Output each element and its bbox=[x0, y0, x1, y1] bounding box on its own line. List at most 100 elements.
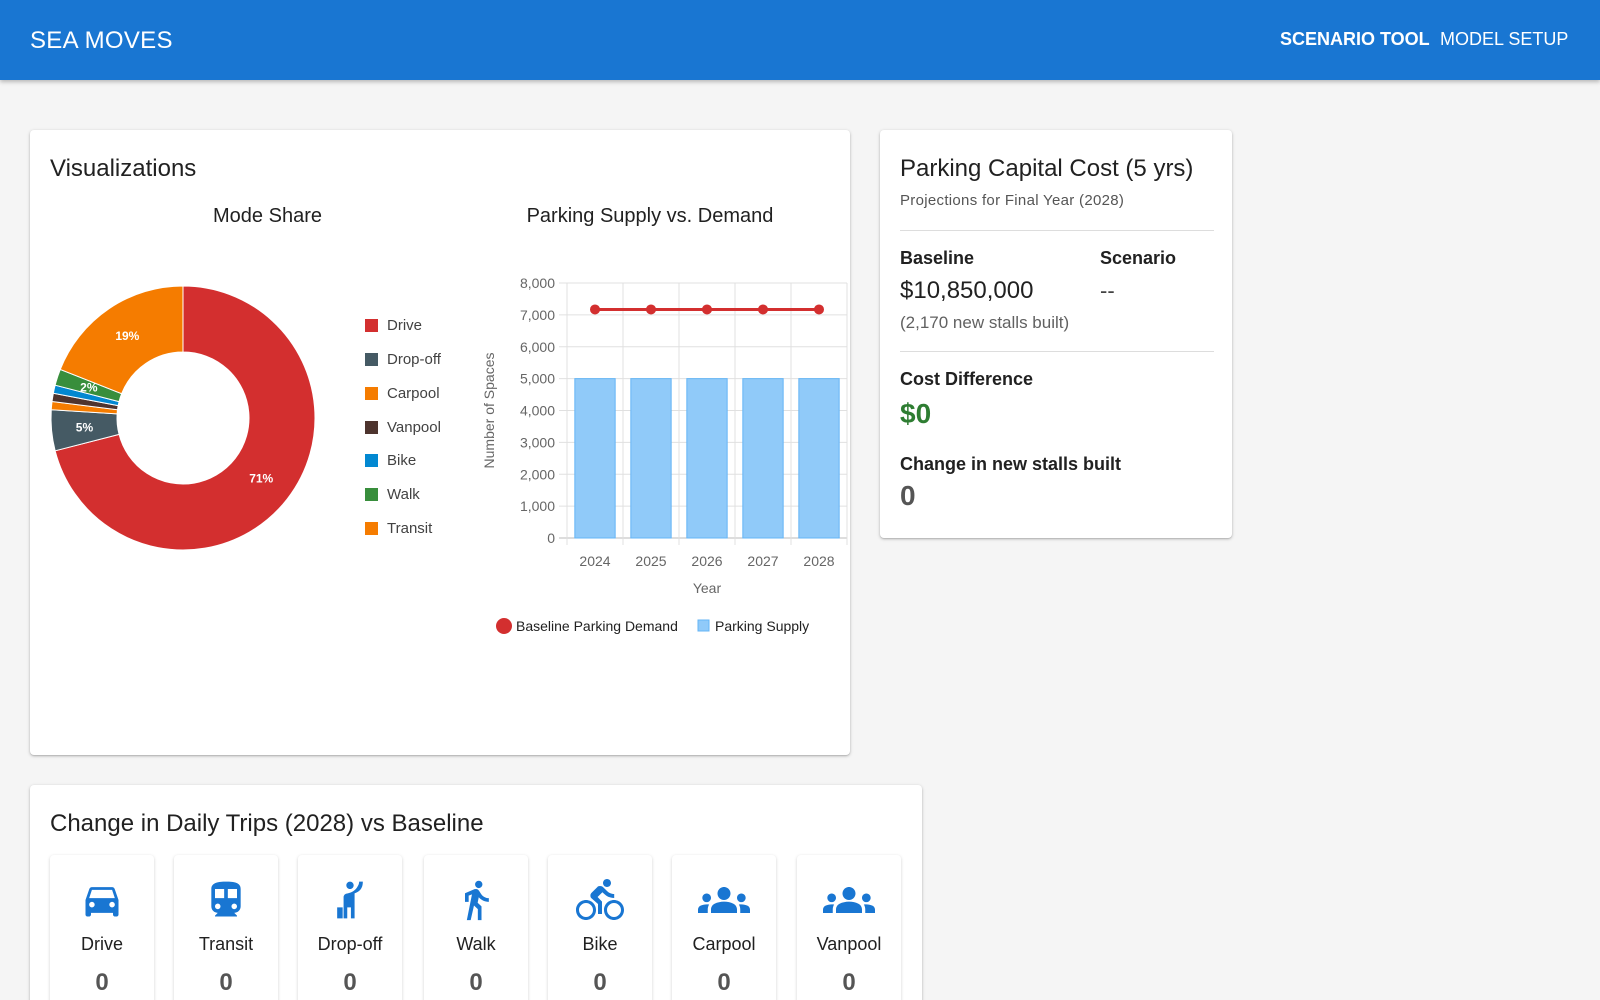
visualizations-card: Visualizations Mode Share 71% 5% 2% 19% Dri… bbox=[30, 130, 850, 755]
supply-bar bbox=[798, 378, 840, 539]
legend-item-carpool[interactable]: Carpool bbox=[365, 383, 440, 403]
divider bbox=[900, 230, 1214, 231]
mode-tile-drive: Drive 0 bbox=[50, 855, 154, 1000]
legend-marker-demand bbox=[496, 618, 512, 634]
demand-point bbox=[758, 304, 768, 315]
legend-item-walk[interactable]: Walk bbox=[365, 484, 420, 504]
mode-tile-transit: Transit 0 bbox=[174, 855, 278, 1000]
y-tick-label: 7,000 bbox=[520, 307, 555, 323]
mode-label: Drive bbox=[80, 934, 123, 954]
parking-cost-card: Parking Capital Cost (5 yrs) Projections… bbox=[880, 130, 1232, 538]
mode-label: Vanpool bbox=[816, 934, 882, 954]
parking-supply-demand-chart: 0 1,000 2,000 3,000 4,000 5,000 6,000 7,000 8,00… bbox=[481, 275, 848, 634]
x-tick-label: 2025 bbox=[635, 553, 666, 569]
walk-icon bbox=[424, 875, 528, 925]
cost-difference-label: Cost Difference bbox=[900, 369, 1034, 389]
legend-item-drive[interactable]: Drive bbox=[365, 315, 422, 335]
baseline-value: $10,850,000 bbox=[900, 277, 1034, 304]
bike-icon bbox=[548, 875, 652, 925]
train-icon bbox=[174, 875, 278, 925]
parking-cost-title: Parking Capital Cost (5 yrs) bbox=[900, 155, 1194, 182]
y-tick-label: 4,000 bbox=[520, 403, 555, 419]
mode-label: Bike bbox=[582, 934, 618, 954]
legend-swatch bbox=[365, 386, 378, 400]
stalls-change-value: 0 bbox=[900, 480, 916, 511]
donut-data-label: 71% bbox=[249, 472, 273, 486]
divider bbox=[900, 351, 1214, 352]
legend-marker-supply bbox=[697, 619, 710, 632]
mode-label: Transit bbox=[198, 934, 254, 954]
legend-swatch bbox=[365, 352, 378, 366]
y-axis-title: Number of Spaces bbox=[481, 353, 497, 469]
donut-data-label: 19% bbox=[115, 329, 139, 343]
mode-share-donut-chart: 71% 5% 2% 19% bbox=[50, 285, 316, 551]
legend-item-transit[interactable]: Transit bbox=[365, 518, 432, 538]
stalls-change-label: Change in new stalls built bbox=[900, 454, 1122, 474]
mode-value: 0 bbox=[469, 969, 483, 996]
x-tick-label: 2024 bbox=[579, 553, 610, 569]
demand-point bbox=[590, 304, 600, 315]
mode-value: 0 bbox=[219, 969, 233, 996]
demand-point bbox=[646, 304, 656, 315]
nav-model-setup[interactable]: MODEL SETUP bbox=[1440, 29, 1569, 49]
mode-label: Carpool bbox=[692, 934, 756, 954]
legend-item-bike[interactable]: Bike bbox=[365, 450, 416, 470]
group-icon bbox=[672, 875, 776, 925]
y-tick-label: 8,000 bbox=[520, 275, 555, 291]
legend-label: Transit bbox=[387, 519, 433, 537]
mode-tile-bike: Bike 0 bbox=[548, 855, 652, 1000]
mode-value: 0 bbox=[95, 969, 109, 996]
mode-tile-vanpool: Vanpool 0 bbox=[797, 855, 901, 1000]
app-bar: SEA MOVES SCENARIO TOOL MODEL SETUP bbox=[0, 0, 1600, 80]
x-axis-title: Year bbox=[693, 580, 722, 596]
visualizations-title: Visualizations bbox=[50, 155, 197, 182]
legend-label-supply: Parking Supply bbox=[715, 618, 809, 634]
y-tick-label: 1,000 bbox=[520, 498, 555, 514]
mode-value: 0 bbox=[842, 969, 856, 996]
legend-label: Vanpool bbox=[387, 418, 441, 436]
scenario-value: -- bbox=[1100, 278, 1115, 303]
legend-item-dropoff[interactable]: Drop-off bbox=[365, 349, 441, 369]
cost-difference-value: $0 bbox=[900, 398, 932, 429]
mode-share-title: Mode Share bbox=[213, 205, 322, 227]
y-tick-label: 0 bbox=[547, 530, 555, 546]
legend-label: Bike bbox=[387, 451, 417, 469]
y-tick-label: 6,000 bbox=[520, 339, 555, 355]
app-brand[interactable]: SEA MOVES bbox=[30, 27, 173, 54]
parking-chart-title: Parking Supply vs. Demand bbox=[526, 205, 774, 227]
donut-slice-transit bbox=[59, 285, 184, 395]
demand-point bbox=[702, 304, 712, 315]
nav-scenario-tool[interactable]: SCENARIO TOOL bbox=[1280, 29, 1430, 49]
car-icon bbox=[50, 875, 154, 925]
mode-value: 0 bbox=[593, 969, 607, 996]
y-tick-label: 5,000 bbox=[520, 371, 555, 387]
supply-bar bbox=[574, 378, 616, 539]
mode-tile-dropoff: Drop-off 0 bbox=[298, 855, 402, 1000]
y-tick-label: 3,000 bbox=[520, 434, 555, 450]
legend-item-vanpool[interactable]: Vanpool bbox=[365, 417, 441, 437]
mode-value: 0 bbox=[343, 969, 357, 996]
legend-label: Drop-off bbox=[387, 350, 441, 368]
x-tick-label: 2028 bbox=[803, 553, 834, 569]
legend-swatch bbox=[365, 318, 378, 332]
x-tick-label: 2027 bbox=[747, 553, 778, 569]
baseline-stalls-note: (2,170 new stalls built) bbox=[900, 313, 1070, 332]
supply-bar bbox=[686, 378, 728, 539]
legend-label-demand: Baseline Parking Demand bbox=[516, 618, 678, 634]
donut-slice-drive bbox=[54, 285, 316, 551]
mode-tile-carpool: Carpool 0 bbox=[672, 855, 776, 1000]
parking-cost-subtitle: Projections for Final Year (2028) bbox=[900, 192, 1125, 209]
mode-tile-walk: Walk 0 bbox=[424, 855, 528, 1000]
y-tick-label: 2,000 bbox=[520, 466, 555, 482]
donut-data-label: 5% bbox=[76, 420, 94, 434]
legend-label: Carpool bbox=[387, 384, 440, 402]
legend-swatch bbox=[365, 453, 378, 467]
supply-bar bbox=[630, 378, 672, 539]
legend-swatch bbox=[365, 420, 378, 434]
scenario-label: Scenario bbox=[1100, 248, 1177, 268]
legend-label: Drive bbox=[387, 316, 423, 334]
daily-trips-card: Change in Daily Trips (2028) vs Baseline… bbox=[30, 785, 922, 1000]
x-tick-label: 2026 bbox=[691, 553, 722, 569]
legend-label: Walk bbox=[387, 485, 420, 503]
demand-point bbox=[814, 304, 824, 315]
